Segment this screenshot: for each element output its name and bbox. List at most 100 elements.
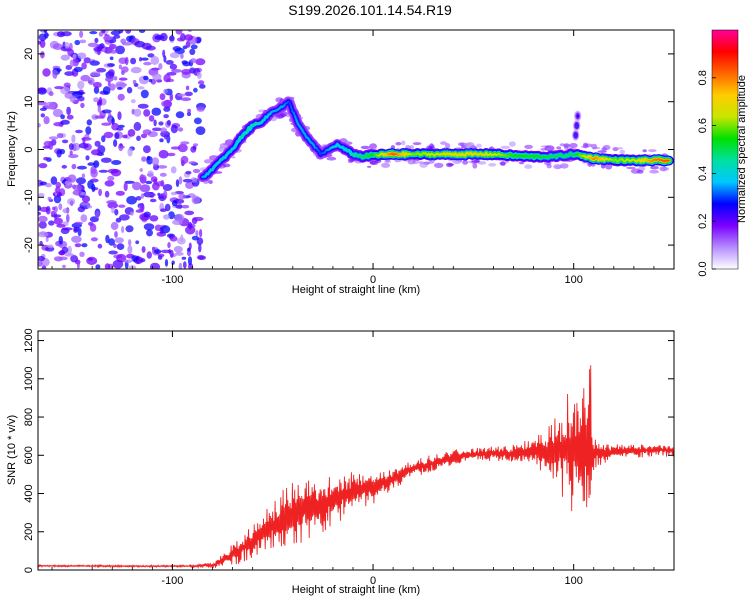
spectrogram-noise-blob (114, 231, 118, 238)
spectrogram-noise-blob (158, 63, 163, 70)
spectrogram-noise-blob (60, 227, 70, 235)
spectrogram-noise-blob (177, 143, 188, 153)
spectrogram-y-tick-label: -10 (23, 189, 35, 205)
spectrogram-noise-blob (115, 45, 125, 55)
spectrogram-noise-blob (182, 178, 193, 183)
spectrogram-noise-blob (74, 221, 83, 225)
spectrogram-noise-blob (108, 49, 118, 54)
spectrogram-noise-blob (61, 31, 72, 37)
spectrogram-noise-blob (109, 56, 114, 61)
spectrogram-noise-blob (88, 77, 95, 86)
spectrogram-noise-blob (97, 104, 102, 113)
spectrogram-noise-blob (152, 182, 160, 191)
spectrogram-noise-blob (77, 52, 87, 59)
spectrogram-noise-blob (43, 156, 49, 161)
spectrogram-noise-blob (180, 97, 192, 102)
spectrogram-noise-blob (184, 210, 195, 216)
spectrogram-y-tick-label: 0 (23, 146, 35, 152)
spectrogram-branch-blob (575, 123, 578, 128)
spectrogram-noise-blob (108, 113, 112, 117)
spectrogram-noise-blob (62, 139, 69, 144)
spectrogram-noise-blob (72, 54, 77, 59)
spectrogram-noise-blob (39, 181, 48, 186)
colorbar-ticks: 0.0 0.2 0.4 0.6 0.8 (697, 70, 716, 277)
spectrogram-noise-blob (151, 107, 162, 116)
spectrogram-noise-blob (58, 235, 63, 245)
spectrogram-y-tick-label: 10 (23, 96, 35, 108)
spectrogram-noise-blob (70, 200, 74, 207)
spectrogram-noise-blob (38, 87, 47, 93)
spectrogram-noise-blob (132, 181, 142, 191)
spectrogram-halo-blob (554, 165, 562, 169)
spectrogram-noise-blob (89, 60, 100, 66)
spectrogram-noise-blob (167, 242, 171, 249)
spectrogram-halo-blob (419, 162, 428, 168)
spectrogram-noise-blob (133, 108, 142, 117)
spectrogram-noise-blob (130, 66, 142, 74)
spectrogram-noise-blob (181, 68, 192, 75)
spectrogram-noise-blob (163, 214, 170, 220)
colorbar-tick-label: 0.6 (697, 118, 709, 133)
spectrogram-halo-blob (472, 162, 478, 169)
spectrogram-noise-blob (76, 165, 87, 170)
spectrogram-noise-blob (43, 116, 50, 125)
spectrogram-noise-blob (117, 124, 125, 128)
spectrogram-noise-blob (153, 119, 157, 127)
spectrogram-halo-blob (219, 143, 229, 149)
colorbar-tick-label: 0.0 (697, 261, 709, 276)
spectrogram-noise-blob (98, 96, 103, 106)
spectrogram-noise-blob (101, 122, 112, 126)
spectrogram-noise-blob (180, 155, 189, 164)
spectrogram-noise-blob (106, 200, 117, 205)
spectrogram-noise-blob (124, 180, 135, 184)
spectrogram-noise-blob (116, 83, 128, 87)
spectrogram-noise-blob (79, 39, 87, 44)
spectrogram-noise-blob (159, 226, 164, 234)
spectrogram-noise-blob (180, 141, 190, 145)
colorbar-title: Normalized spectral amplitude (736, 75, 748, 223)
spectrogram-noise-blob (90, 149, 102, 156)
spectrogram-noise-blob (47, 244, 54, 249)
spectrogram-noise-blob (101, 135, 106, 143)
spectrogram-noise-blob (122, 134, 128, 139)
spectrogram-halo-blob (650, 165, 659, 170)
spectrogram-noise-blob (189, 48, 196, 55)
spectrogram-noise-blob (192, 168, 201, 174)
spectrogram-noise-blob (97, 243, 103, 249)
spectrogram-noise-blob (101, 109, 112, 114)
spectrogram-noise-blob (96, 67, 107, 73)
spectrogram-halo-blob (544, 145, 555, 152)
spectrogram-noise-blob (110, 169, 122, 177)
spectrogram-halo-blob (222, 163, 231, 168)
spectrogram-noise-blob (95, 210, 100, 219)
spectrogram-noise-blob (66, 213, 70, 223)
spectrogram-noise-blob (135, 196, 142, 201)
spectrogram-noise-blob (185, 85, 190, 91)
spectrogram-noise-blob (38, 163, 48, 169)
colorbar-tick-label: 0.4 (697, 166, 709, 181)
spectrogram-noise-blob (196, 106, 205, 112)
spectrogram-x-axis-title: Height of straight line (km) (292, 284, 420, 296)
spectrogram-halo-blob (369, 160, 379, 165)
spectrogram-noise-blob (196, 71, 202, 79)
spectrogram-noise-blob (193, 216, 204, 222)
spectrogram-noise-blob (38, 231, 49, 238)
spectrogram-noise-blob (188, 161, 197, 165)
spectrogram-branch-blob (576, 114, 579, 118)
spectrogram-noise-blob (174, 47, 185, 55)
spectrogram-noise-blob (143, 223, 155, 231)
spectrogram-noise-blob (158, 121, 164, 126)
spectrogram-noise-blob (52, 108, 64, 118)
spectrogram-noise-blob (169, 35, 175, 42)
spectrogram-noise-blob (117, 111, 122, 120)
spectrogram-noise-blob (67, 174, 77, 183)
spectrogram-noise-blob (74, 39, 81, 46)
spectrogram-noise-blob (160, 180, 165, 187)
spectrogram-noise-blob (165, 60, 174, 65)
spectrogram-noise-blob (124, 56, 129, 66)
spectrogram-noise-blob (104, 263, 111, 269)
colorbar-frame (711, 29, 739, 270)
spectrogram-noise-blob (111, 207, 115, 214)
spectrogram-noise-blob (45, 101, 56, 110)
